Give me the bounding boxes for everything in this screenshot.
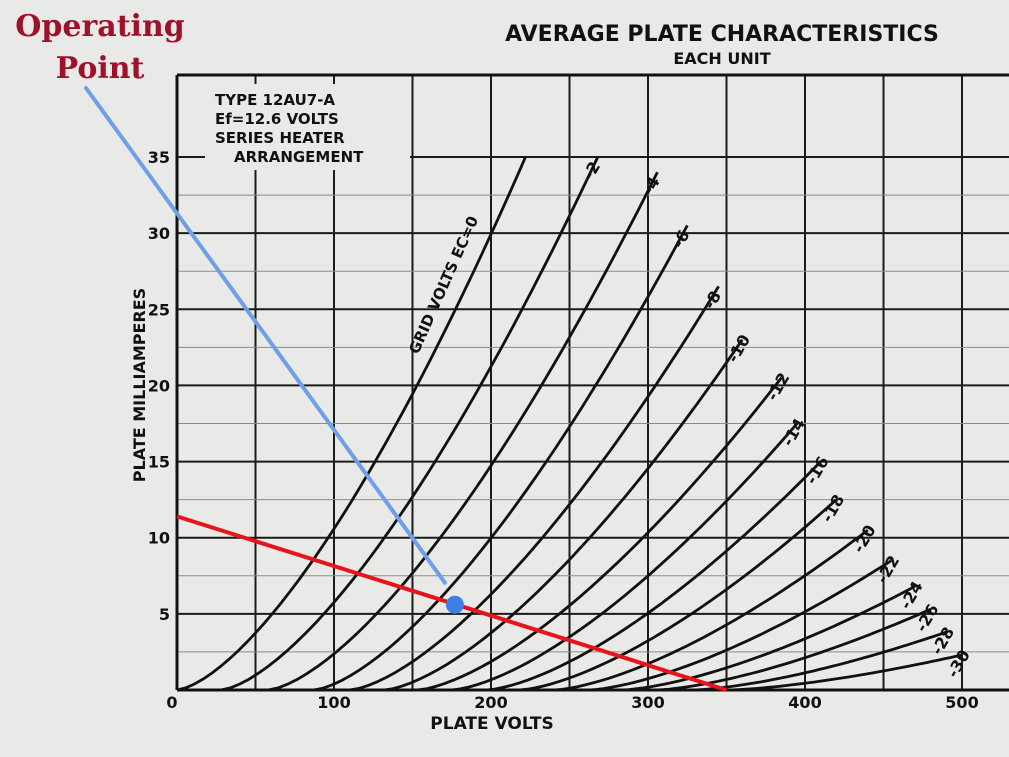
grid-volts-curve [417, 376, 783, 692]
y-tick-label: 15 [148, 453, 170, 472]
y-tick-label: 5 [159, 605, 170, 624]
operating-point-label-line2: Point [56, 51, 145, 86]
grid-volts-curve [726, 653, 963, 692]
operating-point-pointer [84, 86, 447, 585]
y-tick-label: 10 [148, 529, 170, 548]
characteristic-curves: -2-4-6-8-10-12-14-16-18-20-22-24-26-28-3… [176, 156, 974, 692]
grid [177, 75, 1009, 690]
heater-voltage-label: Ef=12.6 VOLTS [215, 110, 339, 128]
grid-volts-curve [691, 630, 947, 692]
y-tick-label: 30 [148, 224, 170, 243]
heater-arrangement-label-2: ARRANGEMENT [234, 148, 364, 166]
grid-volts-curve [349, 285, 720, 692]
grid-volts-curve [383, 338, 744, 692]
grid-volts-curve [519, 498, 838, 692]
chart-title: AVERAGE PLATE CHARACTERISTICS [505, 22, 939, 47]
y-axis-label: PLATE MILLIAMPERES [130, 288, 149, 482]
grid-volts-curve [621, 585, 916, 692]
x-tick-label: 400 [788, 693, 821, 712]
x-axis-label: PLATE VOLTS [430, 714, 553, 734]
y-tick-label: 35 [148, 148, 170, 167]
operating-point-label-line1: Operating [15, 9, 185, 44]
info-box-background [205, 84, 410, 170]
grid-volts-curve [655, 608, 932, 692]
annotations [84, 86, 728, 692]
grid-volts-curve [486, 460, 822, 692]
operating-point-marker [445, 595, 464, 614]
grid-volts-curve [451, 422, 799, 692]
y-tick-label: 20 [148, 376, 170, 395]
grid-volts-curve [176, 156, 527, 692]
x-tick-label: 200 [474, 693, 507, 712]
grid-volts-curve [588, 559, 893, 692]
info-box: TYPE 12AU7-A Ef=12.6 VOLTS SERIES HEATER… [205, 84, 410, 170]
x-tick-label: 500 [945, 693, 978, 712]
axes: 0 100 200 300 400 500 5 10 15 20 25 30 35 [148, 73, 1009, 712]
grid-volts-curve [313, 224, 689, 692]
grid-volts-curve [220, 156, 600, 692]
tube-type-label: TYPE 12AU7-A [215, 91, 335, 109]
y-tick-label: 25 [148, 300, 170, 319]
heater-arrangement-label: SERIES HEATER [215, 129, 345, 147]
x-tick-label: 300 [631, 693, 664, 712]
x-tick-label: 0 [166, 693, 177, 712]
chart-subtitle: EACH UNIT [673, 49, 770, 68]
grid-volts-curve [553, 528, 869, 692]
grid-volts-curve [267, 171, 659, 692]
x-tick-label: 100 [317, 693, 350, 712]
